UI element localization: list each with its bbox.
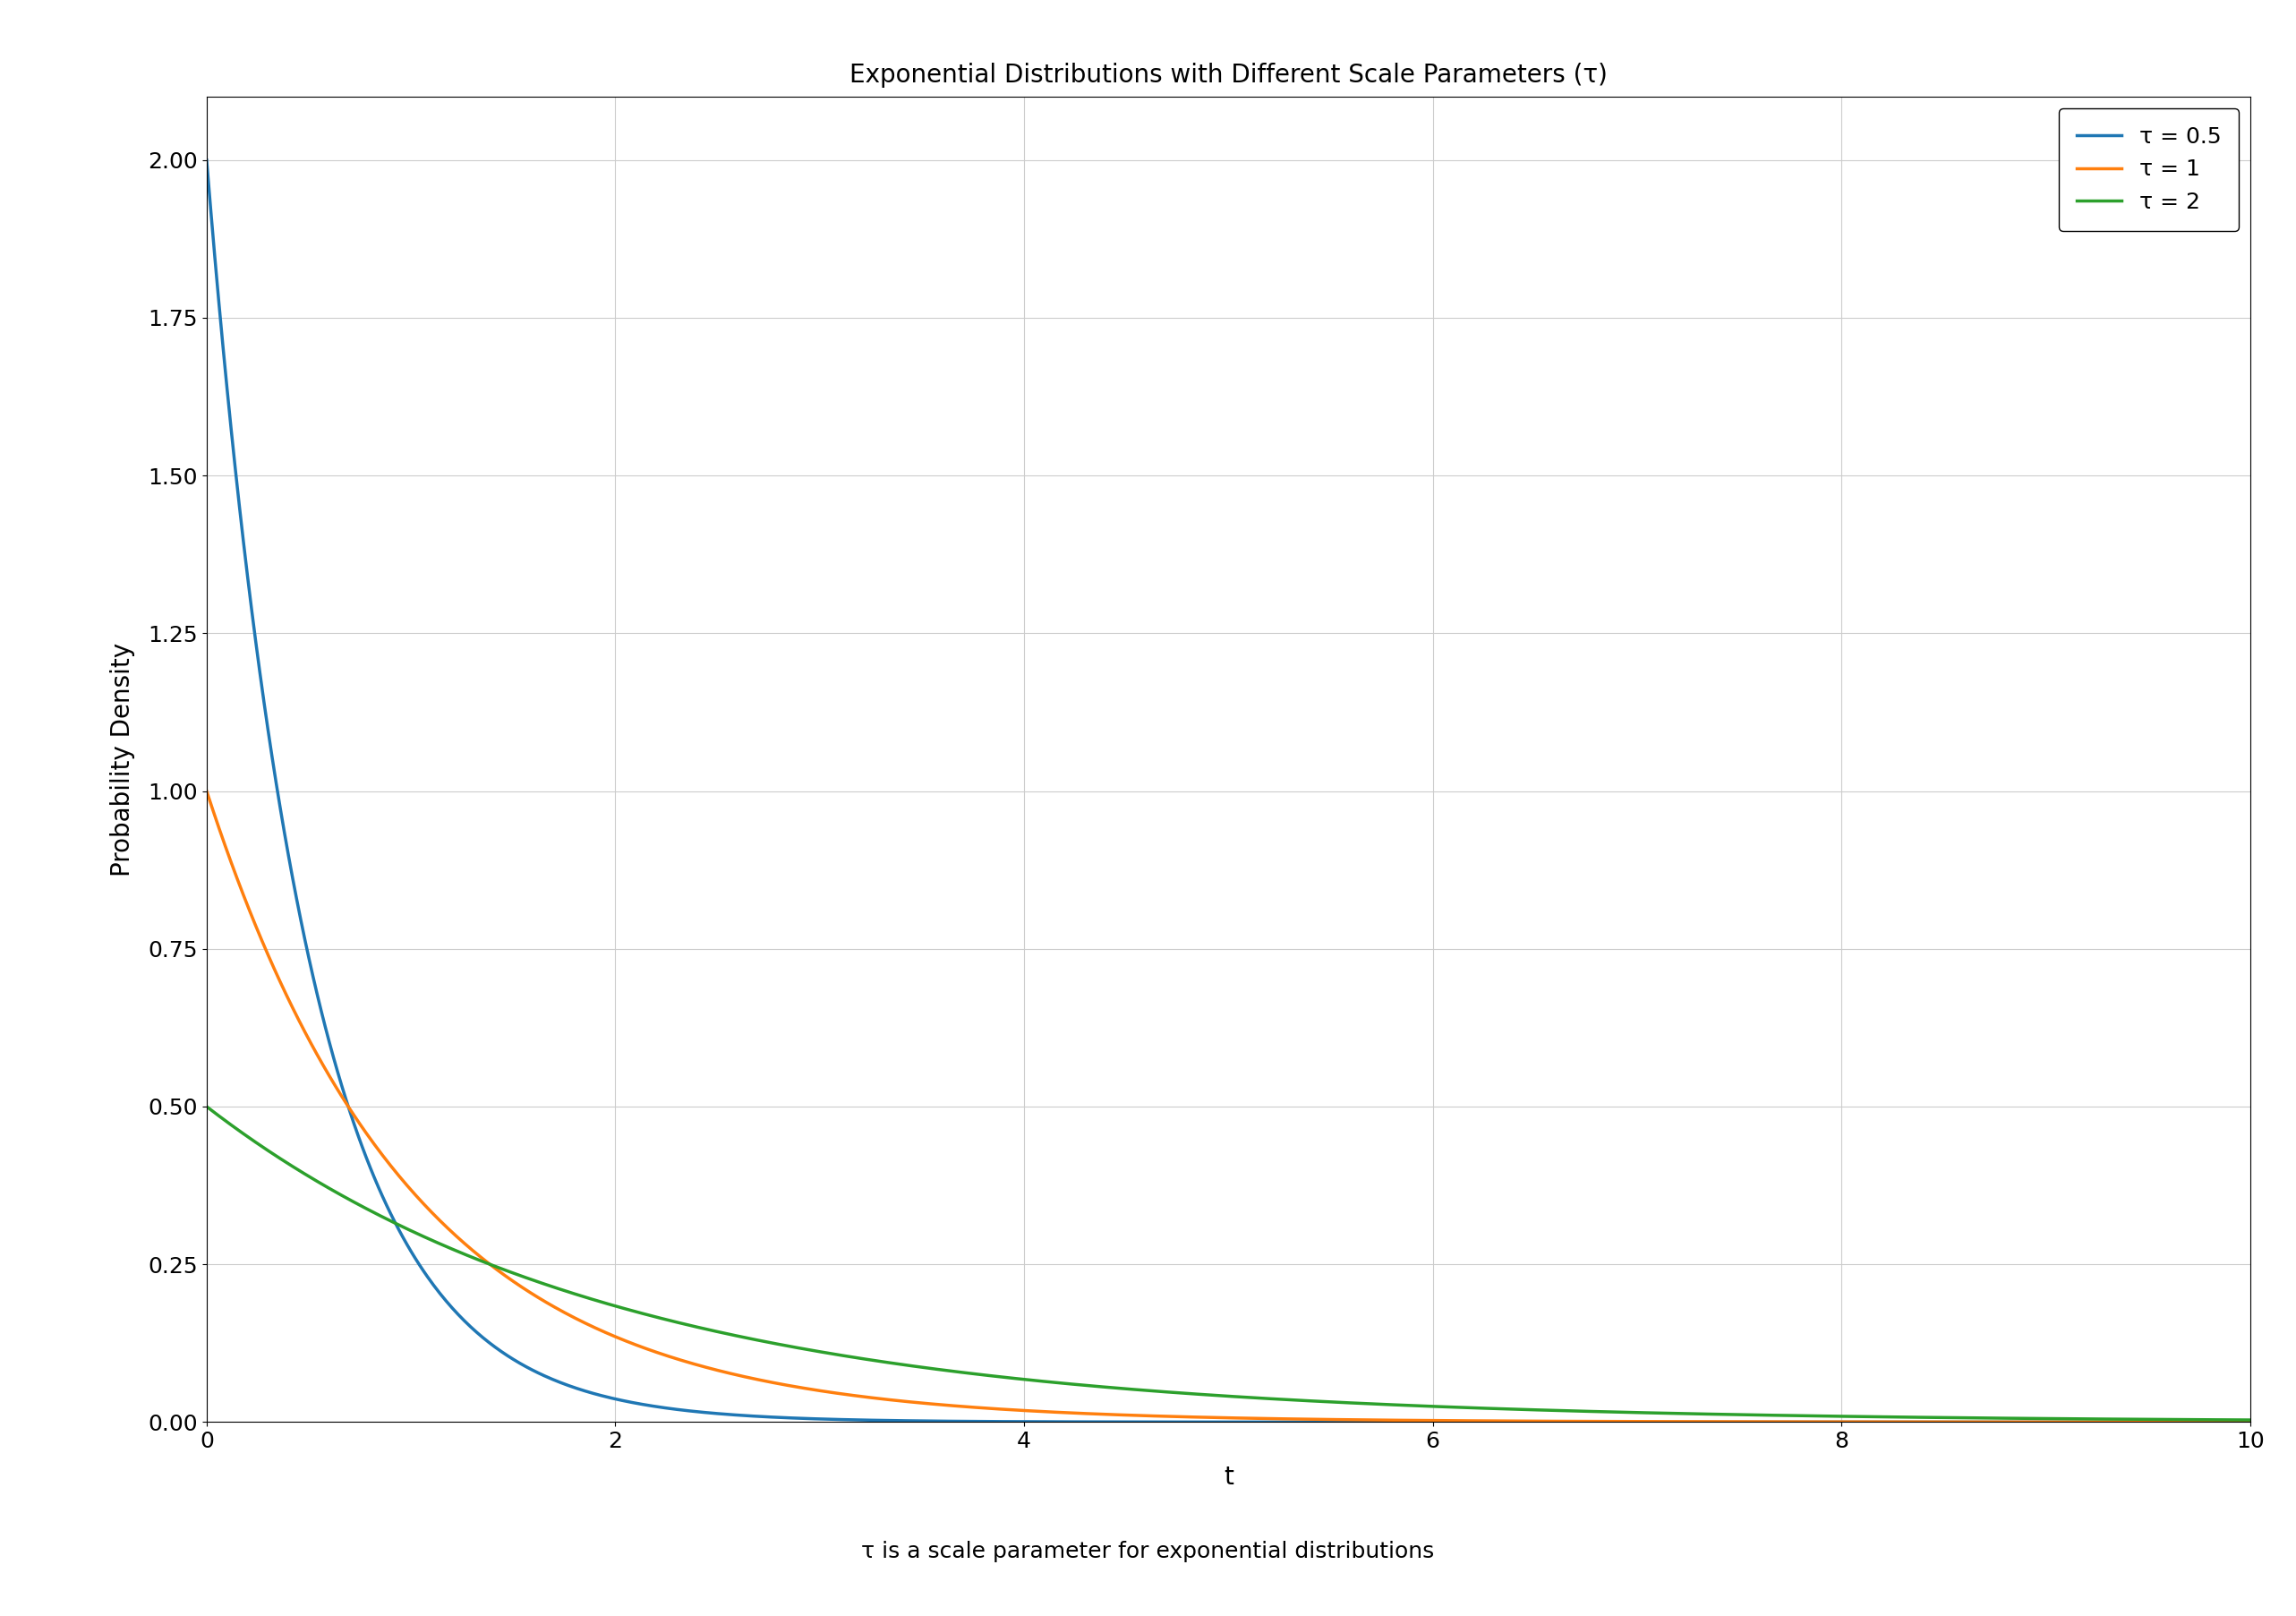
Y-axis label: Probability Density: Probability Density xyxy=(110,643,135,876)
τ = 1 xyxy=(193,782,220,802)
Text: τ is a scale parameter for exponential distributions: τ is a scale parameter for exponential d… xyxy=(861,1540,1435,1563)
Line: τ = 0.5: τ = 0.5 xyxy=(207,160,2250,1422)
τ = 2 xyxy=(1786,1406,1814,1425)
τ = 2 xyxy=(1596,1403,1623,1422)
Line: τ = 2: τ = 2 xyxy=(207,1107,2250,1420)
X-axis label: t: t xyxy=(1224,1464,1233,1490)
τ = 0.5 xyxy=(1823,1412,1851,1432)
τ = 0.5 xyxy=(1093,1412,1120,1432)
τ = 0.5 xyxy=(1786,1412,1814,1432)
τ = 2 xyxy=(1019,1370,1047,1390)
τ = 1 xyxy=(1786,1412,1814,1432)
τ = 2 xyxy=(1823,1406,1851,1425)
τ = 1 xyxy=(1093,1404,1120,1424)
τ = 0.5 xyxy=(1019,1412,1047,1432)
τ = 2 xyxy=(402,1223,429,1243)
τ = 0.5 xyxy=(193,150,220,170)
τ = 1 xyxy=(402,1185,429,1204)
Title: Exponential Distributions with Different Scale Parameters (τ): Exponential Distributions with Different… xyxy=(850,63,1607,87)
Line: τ = 1: τ = 1 xyxy=(207,792,2250,1422)
τ = 0.5 xyxy=(2236,1412,2264,1432)
τ = 1 xyxy=(1596,1412,1623,1432)
τ = 1 xyxy=(2236,1412,2264,1432)
Legend: τ = 0.5, τ = 1, τ = 2: τ = 0.5, τ = 1, τ = 2 xyxy=(2060,108,2239,231)
τ = 1 xyxy=(1019,1401,1047,1420)
τ = 2 xyxy=(1093,1377,1120,1396)
τ = 2 xyxy=(193,1097,220,1117)
τ = 2 xyxy=(2236,1411,2264,1430)
τ = 1 xyxy=(1823,1412,1851,1432)
τ = 0.5 xyxy=(1596,1412,1623,1432)
τ = 0.5 xyxy=(402,1249,429,1269)
